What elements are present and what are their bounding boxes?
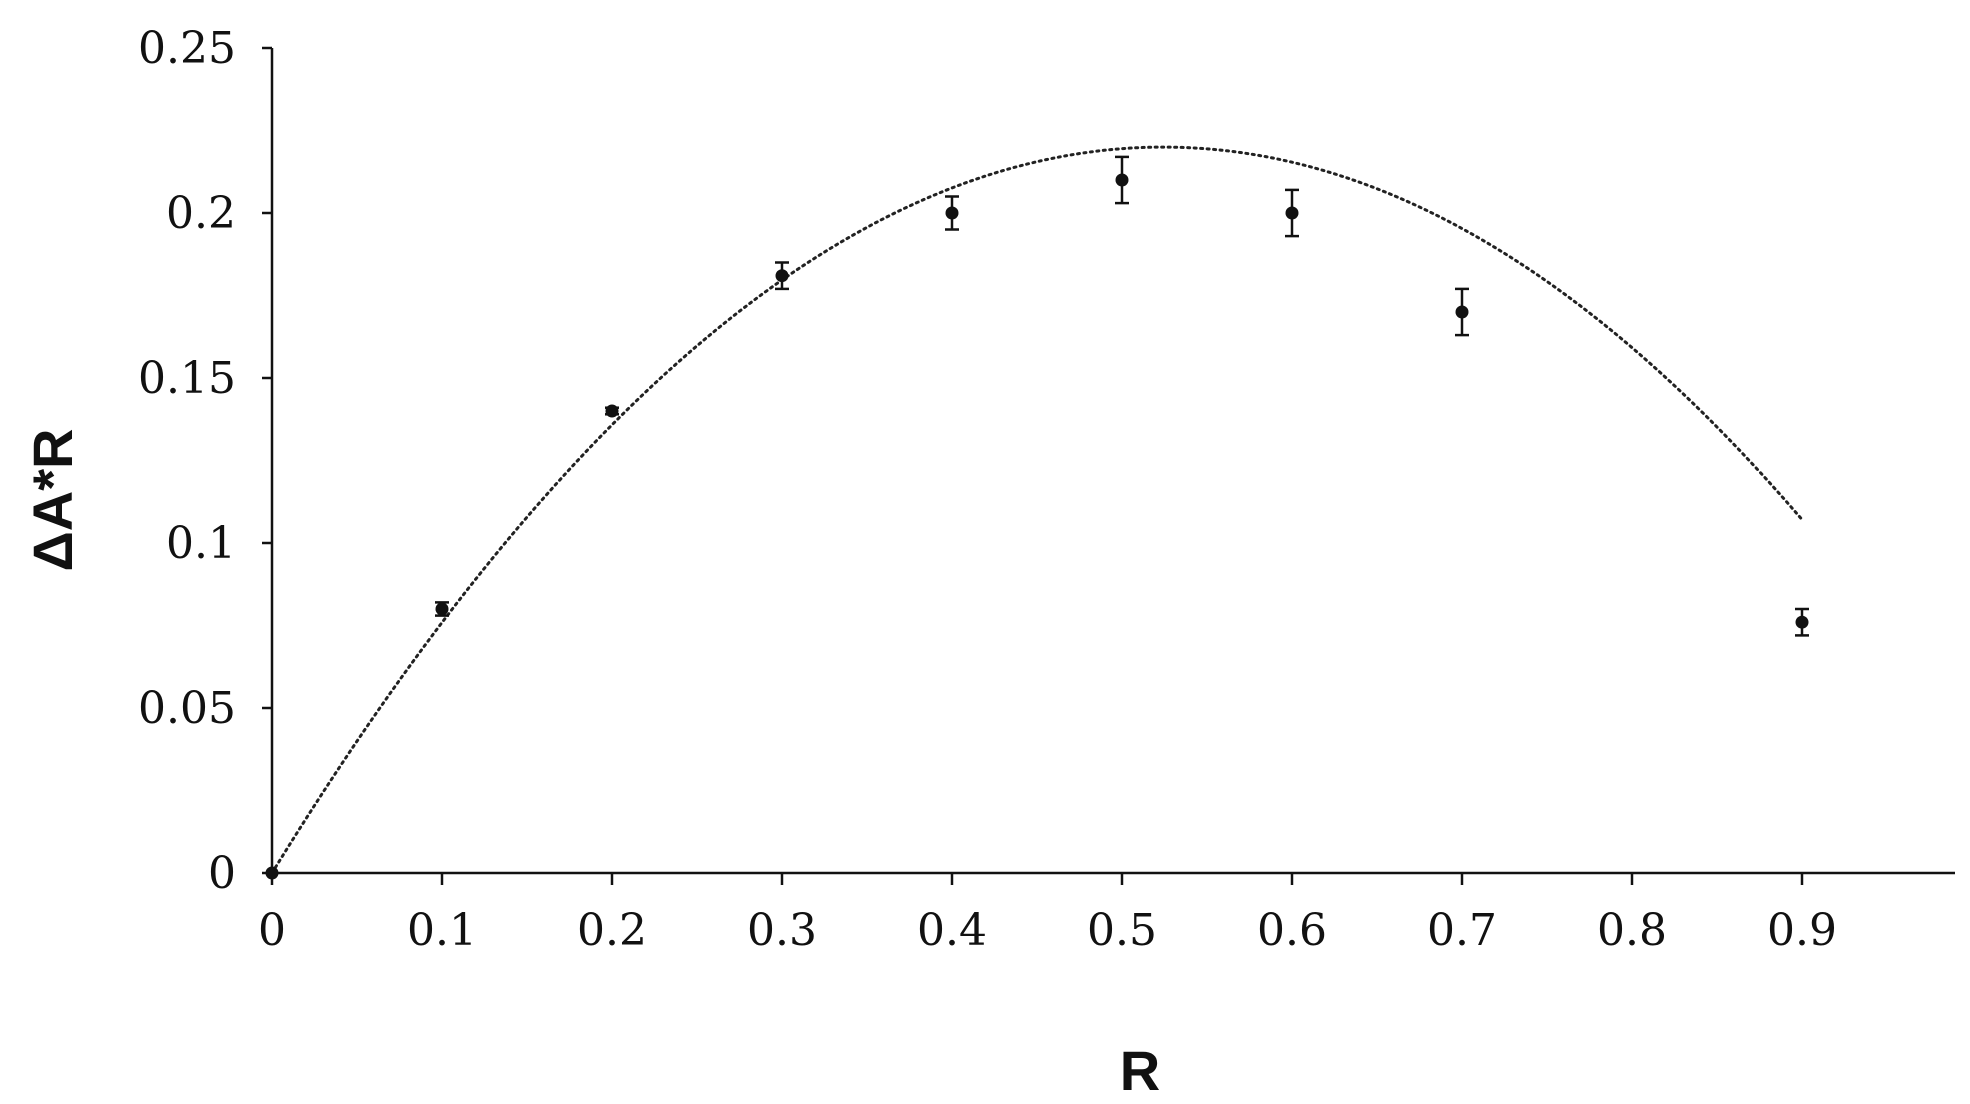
data-marker — [1795, 615, 1809, 629]
x-tick-label: 0.2 — [577, 905, 647, 956]
x-tick-label: 0.3 — [747, 905, 817, 956]
data-points — [265, 155, 1809, 880]
data-marker — [265, 866, 279, 880]
data-point — [1115, 155, 1129, 205]
data-point — [1285, 188, 1299, 238]
y-axis-title: ΔA*R — [21, 429, 84, 572]
x-tick-label: 0.5 — [1087, 905, 1157, 956]
data-marker — [1115, 173, 1129, 187]
data-marker — [1285, 206, 1299, 220]
x-ticks: 0 0.1 0.2 0.3 0.4 0.5 0.6 0.7 0.8 0.9 — [258, 873, 1837, 956]
y-tick-label: 0.25 — [138, 23, 236, 74]
data-marker — [945, 206, 959, 220]
y-ticks: 0 0.05 0.1 0.15 0.2 0.25 — [138, 23, 272, 899]
data-point — [945, 195, 959, 231]
data-point — [435, 601, 449, 617]
axes — [270, 48, 1955, 875]
data-marker — [435, 602, 449, 616]
x-tick-label: 0 — [258, 905, 286, 956]
x-tick-label: 0.6 — [1257, 905, 1327, 956]
data-marker — [605, 404, 619, 418]
x-tick-label: 0.7 — [1427, 905, 1497, 956]
data-point — [605, 404, 619, 418]
x-tick-label: 0.1 — [407, 905, 477, 956]
data-point — [1795, 607, 1809, 637]
data-point — [265, 866, 279, 880]
y-tick-label: 0.2 — [166, 188, 236, 239]
x-tick-label: 0.9 — [1767, 905, 1837, 956]
trendline — [270, 145, 1804, 875]
data-marker — [1455, 305, 1469, 319]
data-marker — [775, 269, 789, 283]
y-tick-label: 0 — [208, 848, 236, 899]
y-tick-label: 0.15 — [138, 353, 236, 404]
y-tick-label: 0.1 — [166, 518, 236, 569]
data-point — [1455, 287, 1469, 337]
x-axis-title: R — [1120, 1039, 1160, 1102]
x-tick-label: 0.8 — [1597, 905, 1667, 956]
data-point — [775, 261, 789, 291]
y-tick-label: 0.05 — [138, 683, 236, 734]
x-tick-label: 0.4 — [917, 905, 987, 956]
